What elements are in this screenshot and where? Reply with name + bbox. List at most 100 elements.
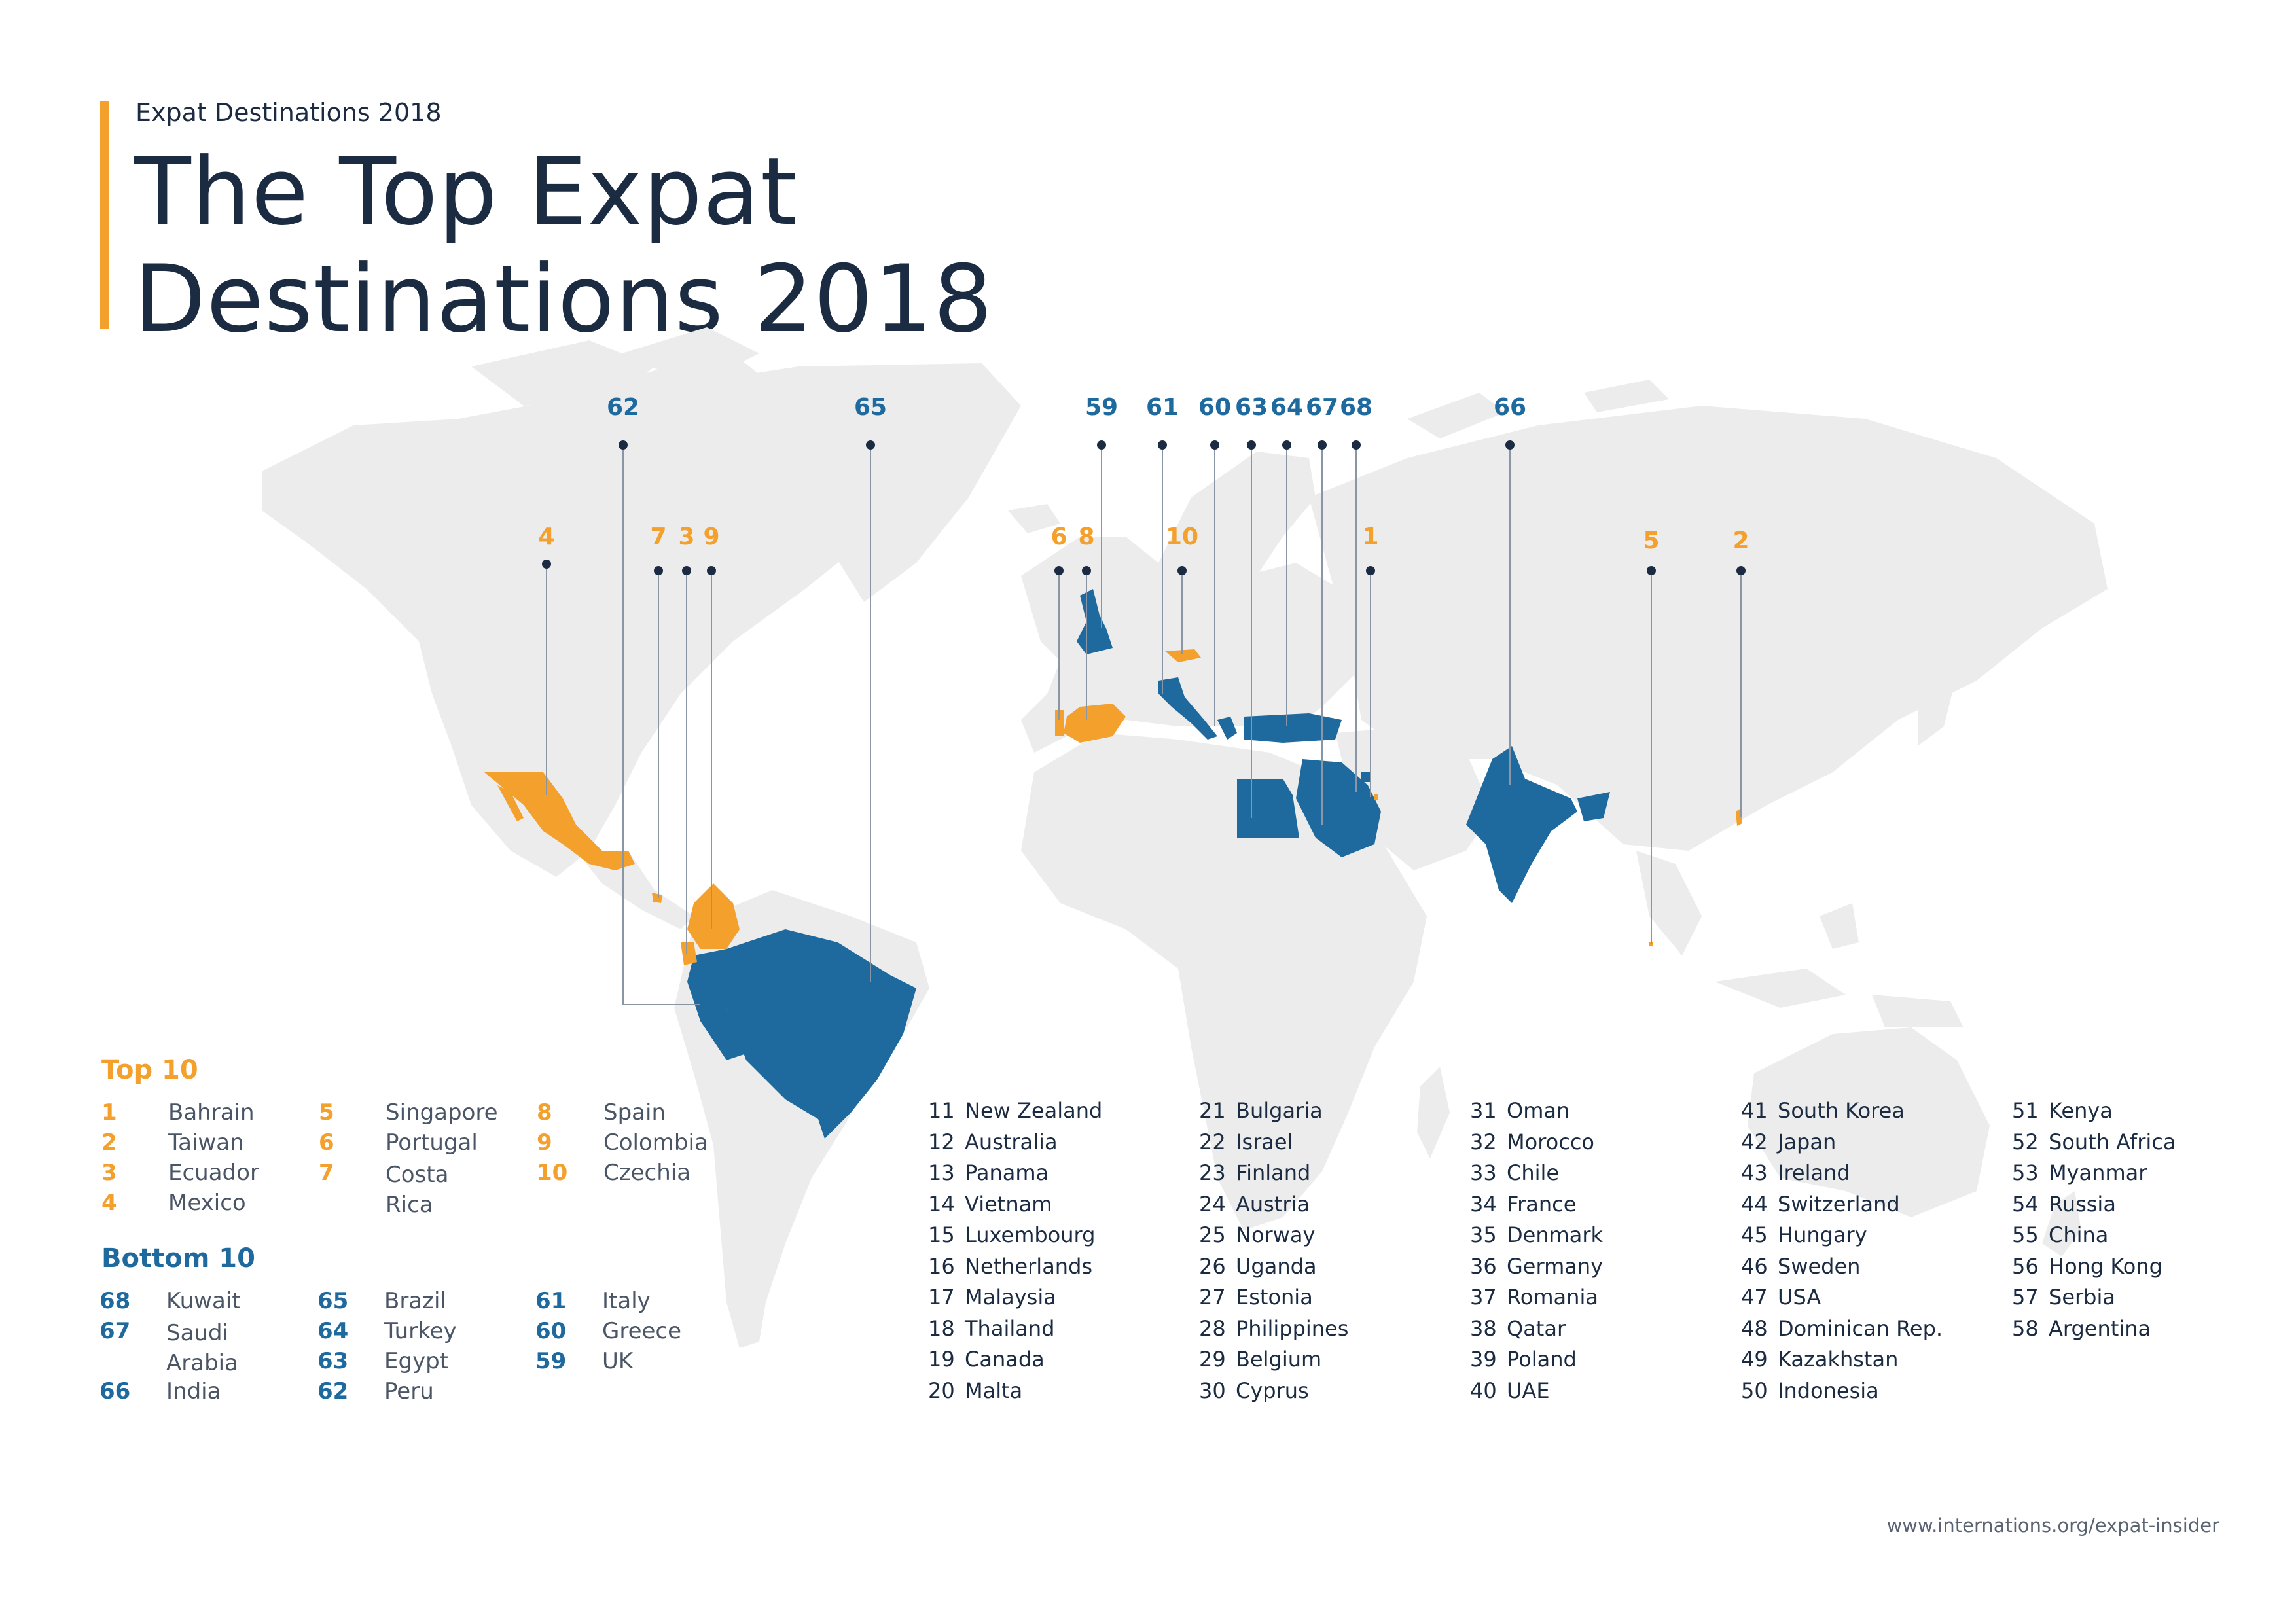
ranking-country: Myanmar <box>2049 1160 2147 1185</box>
ranking-row: 49 Kazakhstan <box>1741 1347 1943 1378</box>
legend-rank: 3 <box>101 1160 117 1186</box>
ranking-country: Vietnam <box>965 1191 1052 1217</box>
legend-country: Peru <box>384 1378 434 1404</box>
ranking-country: Poland <box>1507 1347 1577 1372</box>
ranking-number: 24 <box>1199 1191 1226 1217</box>
land-arctic-islands <box>471 327 759 425</box>
country-greece <box>1217 717 1237 740</box>
ranking-number: 45 <box>1741 1222 1768 1247</box>
legend-country: Bahrain <box>168 1099 255 1126</box>
dot-6 <box>1054 566 1064 575</box>
ranking-number: 22 <box>1199 1129 1226 1154</box>
leader-dots <box>542 440 1746 575</box>
country-italy <box>1158 677 1217 740</box>
dot-59 <box>1097 440 1106 450</box>
top10-heading: Top 10 <box>101 1055 198 1085</box>
legend-rank: 60 <box>535 1318 567 1344</box>
rankings-column: 11 New Zealand 12 Australia 13 Panama 14 Vietna… <box>928 1098 1102 1409</box>
callout-61: 61 <box>1146 394 1179 421</box>
dot-9 <box>707 566 716 575</box>
ranking-country: South Korea <box>1778 1098 1905 1123</box>
ranking-country: Belgium <box>1236 1347 1322 1372</box>
land-siberian-islands <box>1407 380 1669 438</box>
title-line-2: Destinations 2018 <box>134 245 994 353</box>
ranking-number: 48 <box>1741 1315 1768 1341</box>
ranking-number: 33 <box>1470 1160 1497 1185</box>
bottom10-heading: Bottom 10 <box>101 1243 255 1274</box>
callout-4: 4 <box>538 524 554 550</box>
ranking-row: 52 South Africa <box>2012 1130 2176 1161</box>
ranking-row: 32 Morocco <box>1470 1130 1603 1161</box>
legend-rank: 65 <box>317 1288 349 1314</box>
ranking-number: 28 <box>1199 1315 1226 1341</box>
country-egypt <box>1237 779 1299 838</box>
ranking-row: 30 Cyprus <box>1199 1378 1348 1410</box>
ranking-number: 44 <box>1741 1191 1768 1217</box>
legend-rank: 10 <box>537 1160 568 1186</box>
dot-61 <box>1158 440 1167 450</box>
callout-5: 5 <box>1643 527 1659 554</box>
dot-68 <box>1352 440 1361 450</box>
map-land <box>262 327 2108 1348</box>
ranking-number: 26 <box>1199 1253 1226 1279</box>
ranking-number: 11 <box>928 1098 955 1123</box>
ranking-number: 49 <box>1741 1347 1768 1372</box>
footer-url[interactable]: www.internations.org/expat-insider <box>1886 1514 2219 1537</box>
legend-rank: 63 <box>317 1348 349 1374</box>
ranking-number: 12 <box>928 1129 955 1154</box>
ranking-country: Sweden <box>1778 1253 1861 1279</box>
ranking-country: Australia <box>965 1129 1058 1154</box>
country-kuwait <box>1361 772 1371 782</box>
ranking-number: 41 <box>1741 1098 1768 1123</box>
land-scandinavia <box>1152 452 1316 609</box>
ranking-row: 36 Germany <box>1470 1254 1603 1285</box>
callout-68: 68 <box>1340 394 1372 421</box>
legend-rank: 67 <box>99 1318 131 1344</box>
country-uk <box>1077 589 1113 654</box>
ranking-number: 34 <box>1470 1191 1497 1217</box>
callout-1: 1 <box>1362 524 1378 550</box>
legend-country: UK <box>602 1348 634 1374</box>
ranking-country: Oman <box>1507 1098 1570 1123</box>
land-asia <box>1309 406 2108 851</box>
ranking-row: 42 Japan <box>1741 1130 1943 1161</box>
ranking-row: 34 France <box>1470 1192 1603 1223</box>
country-spain <box>1064 704 1126 743</box>
legend-rank: 62 <box>317 1378 349 1404</box>
legend-country: Ecuador <box>168 1160 259 1186</box>
land-japan <box>1918 654 1957 746</box>
leader-62 <box>622 445 700 1005</box>
ranking-number: 17 <box>928 1285 955 1310</box>
legend-country: Singapore <box>386 1099 498 1126</box>
legend-rank: 4 <box>101 1190 117 1216</box>
ranking-country: Kazakhstan <box>1778 1347 1899 1372</box>
ranking-country: Finland <box>1236 1160 1311 1185</box>
ranking-row: 37 Romania <box>1470 1285 1603 1316</box>
rankings-column: 31 Oman 32 Morocco 33 Chile 34 France 35 Denmark 3… <box>1470 1098 1603 1409</box>
ranking-country: Netherlands <box>965 1253 1093 1279</box>
country-baja <box>497 785 524 821</box>
ranking-row: 46 Sweden <box>1741 1254 1943 1285</box>
country-czechia <box>1165 649 1201 662</box>
ranking-country: Malta <box>965 1378 1023 1403</box>
land-australia <box>1748 1027 1990 1217</box>
ranking-country: Denmark <box>1507 1222 1604 1247</box>
legend-country: Kuwait <box>166 1288 241 1314</box>
ranking-country: China <box>2049 1222 2109 1247</box>
country-portugal <box>1055 710 1064 736</box>
ranking-country: Luxembourg <box>965 1222 1096 1247</box>
ranking-row: 38 Qatar <box>1470 1316 1603 1347</box>
ranking-row: 48 Dominican Rep. <box>1741 1316 1943 1347</box>
ranking-row: 13 Panama <box>928 1160 1102 1192</box>
ranking-row: 35 Denmark <box>1470 1222 1603 1254</box>
ranking-row: 44 Switzerland <box>1741 1192 1943 1223</box>
legend-country: India <box>166 1378 221 1404</box>
callout-60: 60 <box>1198 394 1231 421</box>
legend-rank: 8 <box>537 1099 552 1126</box>
ranking-row: 27 Estonia <box>1199 1285 1348 1316</box>
callout-59: 59 <box>1085 394 1118 421</box>
legend-country: Greece <box>602 1318 682 1344</box>
ranking-row: 20 Malta <box>928 1378 1102 1410</box>
dot-7 <box>654 566 663 575</box>
ranking-number: 54 <box>2012 1191 2039 1217</box>
